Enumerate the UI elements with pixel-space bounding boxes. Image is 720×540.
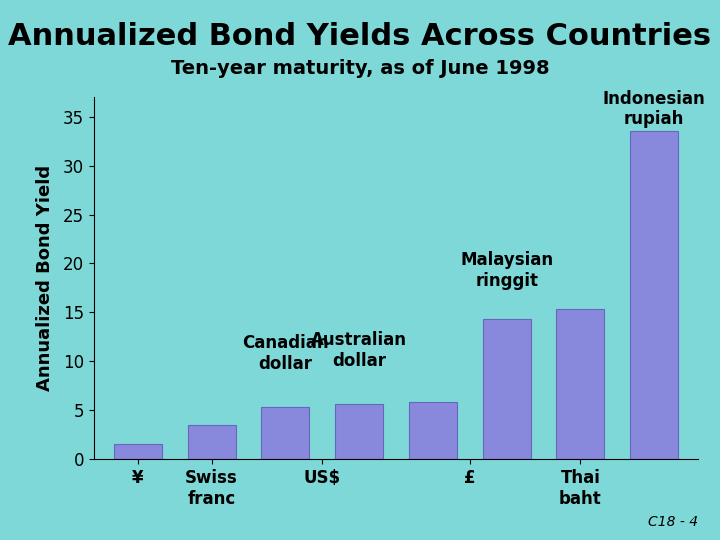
Bar <box>630 131 678 459</box>
Bar <box>114 444 162 459</box>
Text: C18 - 4: C18 - 4 <box>648 515 698 529</box>
Text: Australian
dollar: Australian dollar <box>311 331 407 370</box>
Text: Indonesian
rupiah: Indonesian rupiah <box>603 90 706 129</box>
Text: Annualized Bond Yields Across Countries: Annualized Bond Yields Across Countries <box>9 22 711 51</box>
Bar <box>188 425 235 459</box>
Text: Canadian
dollar: Canadian dollar <box>242 334 328 373</box>
Bar <box>335 404 383 459</box>
Bar <box>482 319 531 459</box>
Bar <box>261 407 310 459</box>
Text: Malaysian
ringgit: Malaysian ringgit <box>460 251 553 290</box>
Bar <box>409 402 457 459</box>
Bar <box>557 309 604 459</box>
Y-axis label: Annualized Bond Yield: Annualized Bond Yield <box>37 165 55 391</box>
Text: Ten-year maturity, as of June 1998: Ten-year maturity, as of June 1998 <box>171 59 549 78</box>
